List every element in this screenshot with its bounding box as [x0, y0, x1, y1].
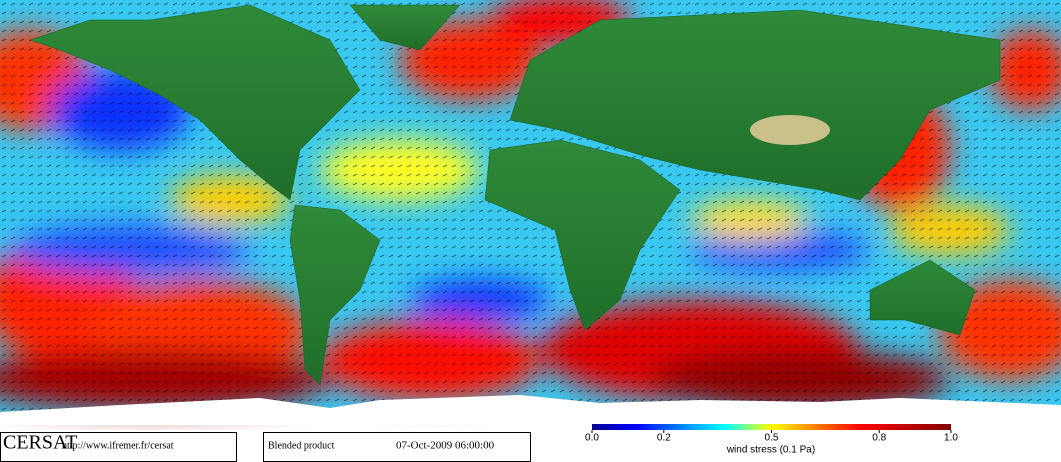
land	[29, 4, 1001, 386]
credit-logo: CERSAT	[3, 432, 77, 454]
colorbar-tick-label: 0.8	[872, 433, 886, 444]
colorbar-tick-label: 0.2	[657, 433, 671, 444]
colorbar-tick-label: 0.0	[585, 433, 599, 444]
colorbar-label: wind stress (0.1 Pa)	[726, 445, 815, 456]
product-name: Blended product	[268, 440, 335, 451]
colorbar-tick-label: 1.0	[944, 433, 958, 444]
product-box	[263, 432, 531, 462]
credit-box	[0, 432, 237, 462]
colorbar	[592, 424, 951, 430]
credit-url: http://www.ifremer.fr/cersat	[62, 440, 174, 451]
legend-panel: CERSAT http://www.ifremer.fr/cersat Blen…	[0, 424, 1061, 462]
colorbar-tick-label: 0.5	[765, 433, 779, 444]
antarctica	[0, 395, 1061, 425]
product-date: 07-Oct-2009 06:00:00	[396, 440, 495, 452]
